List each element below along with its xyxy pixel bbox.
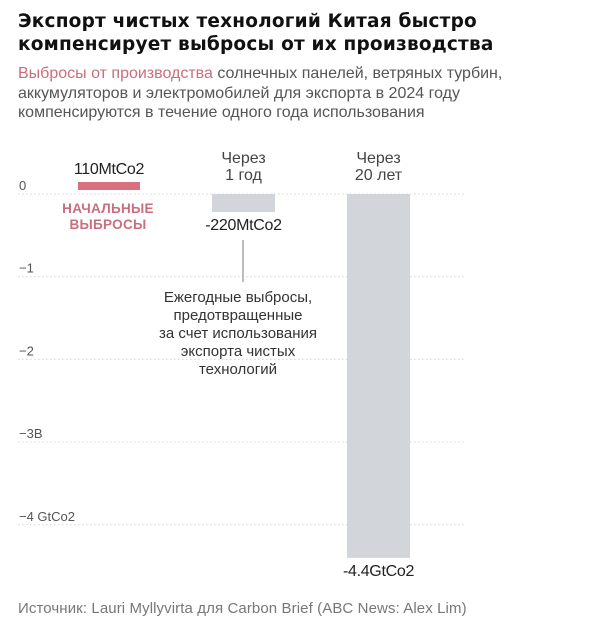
annotation-text: предотвращенные xyxy=(174,307,303,324)
subtitle-text: солнечных панелей, ветряных турбин, акку… xyxy=(18,65,503,121)
y-tick-label: −1 xyxy=(19,261,34,276)
bar-note-label: ВЫБРОСЫ xyxy=(69,217,146,232)
emissions-bar-chart: 0 −1 −2 −3B −4 GtCo2 110MtCo2 НАЧАЛЬНЫЕВЫБРОСЫ… xyxy=(18,150,465,580)
bar-value-label: -4.4GtCo2 xyxy=(343,563,415,580)
y-tick-label: −2 xyxy=(19,343,34,358)
bar xyxy=(78,182,140,190)
annotation-text: за счет использования xyxy=(159,325,317,342)
bar-value-label: 110MtCo2 xyxy=(74,161,145,178)
chart-subtitle: Выбросы от производства солнечных панеле… xyxy=(18,64,578,123)
bar-header-label: Через xyxy=(221,150,265,167)
y-tick-label: −4 GtCo2 xyxy=(19,509,75,524)
bar-header-label: 1 год xyxy=(225,167,262,184)
source-credit: Источник: Lauri Myllyvirta для Carbon Br… xyxy=(18,600,467,617)
bar-note-label: НАЧАЛЬНЫЕ xyxy=(62,201,154,216)
chart-title: Экспорт чистых технологий Китая быстро к… xyxy=(18,11,494,55)
bar-header-label: 20 лет xyxy=(355,167,403,184)
bar-value-label: -220MtCo2 xyxy=(205,217,282,234)
bar xyxy=(347,194,410,558)
subtitle-highlight: Выбросы от производства xyxy=(18,65,213,82)
bar xyxy=(212,194,275,212)
y-tick-label: 0 xyxy=(19,178,26,193)
annotation-text: экспорта чистых xyxy=(181,343,296,360)
bar-header-label: Через xyxy=(356,150,400,167)
annotation-text: технологий xyxy=(199,361,277,378)
y-tick-label: −3B xyxy=(19,426,43,441)
annotation-text: Ежегодные выбросы, xyxy=(164,289,312,306)
